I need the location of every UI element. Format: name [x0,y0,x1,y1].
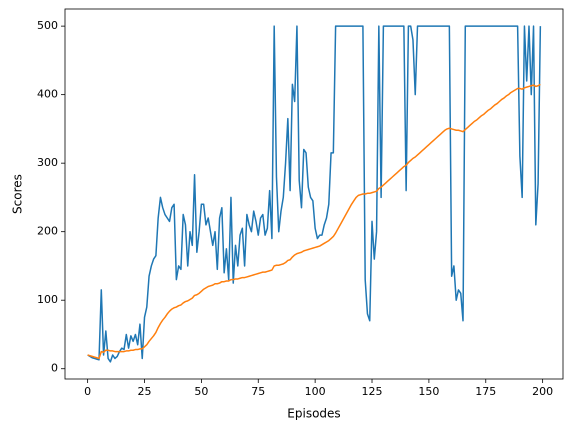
y-tick-label: 0 [51,362,58,375]
y-tick-label: 200 [37,225,58,238]
x-tick-label: 175 [475,385,496,398]
x-tick-label: 100 [305,385,326,398]
y-tick-label: 100 [37,293,58,306]
x-tick-label: 125 [362,385,383,398]
series-line [87,25,542,363]
y-tick-label: 300 [37,156,58,169]
x-tick-label: 0 [84,385,91,398]
y-axis-label: Scores [11,174,25,214]
y-tick-label: 500 [37,19,58,32]
plot-frame [64,8,564,380]
x-axis-label: Episodes [287,407,340,421]
x-tick-label: 50 [194,385,208,398]
y-tick-label: 400 [37,88,58,101]
x-tick-label: 25 [138,385,152,398]
series-line [87,83,541,360]
x-tick-label: 200 [532,385,553,398]
x-tick-label: 150 [418,385,439,398]
x-tick-label: 75 [251,385,265,398]
